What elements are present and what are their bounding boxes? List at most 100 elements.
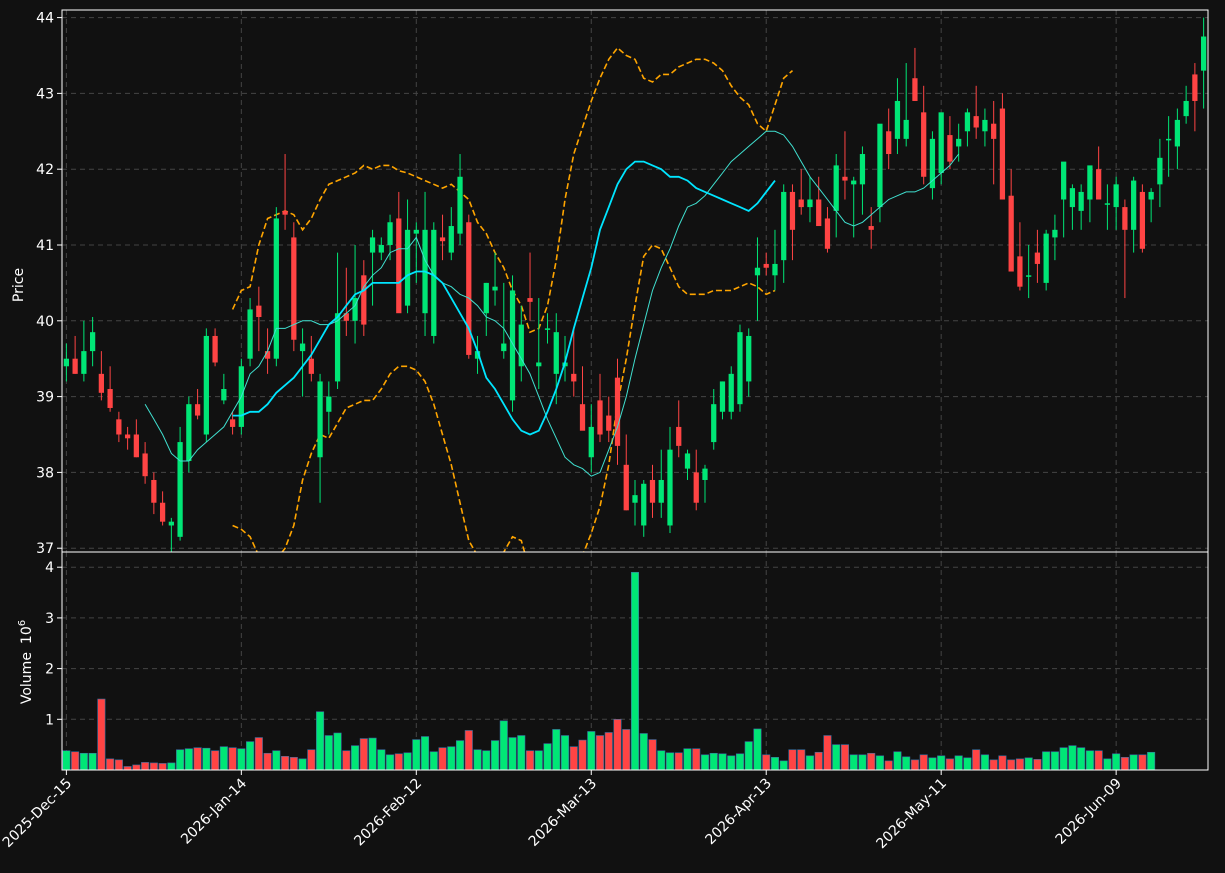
volume-bar xyxy=(919,754,928,771)
volume-bar xyxy=(867,752,876,771)
volume-tick-label: 3 xyxy=(45,611,54,627)
volume-bar xyxy=(805,755,814,771)
volume-bar xyxy=(97,698,106,771)
candle-body xyxy=(973,116,979,128)
candle-body xyxy=(466,222,472,355)
candle-body xyxy=(789,191,796,230)
volume-bar xyxy=(875,755,884,771)
candle-body xyxy=(413,229,419,234)
candle-body xyxy=(124,434,131,439)
volume-bar xyxy=(797,749,806,771)
volume-bar xyxy=(692,748,701,771)
candle-body xyxy=(317,381,323,458)
candle-body xyxy=(527,298,533,302)
candle-body xyxy=(649,479,656,503)
volume-bar xyxy=(281,756,290,771)
candle-body xyxy=(431,229,437,336)
volume-bar xyxy=(902,756,911,771)
volume-bar xyxy=(989,759,998,771)
candle-body xyxy=(693,472,699,503)
volume-bar xyxy=(526,750,535,771)
volume-tick-label: 1 xyxy=(45,712,54,728)
volume-bar xyxy=(307,749,316,771)
volume-bar xyxy=(499,720,508,771)
volume-bar xyxy=(604,732,613,771)
candle-body xyxy=(1148,191,1154,200)
volume-bar xyxy=(832,744,841,771)
candle-body xyxy=(886,131,892,155)
candle-body xyxy=(553,332,559,374)
candle-body xyxy=(711,404,717,443)
volume-bar xyxy=(429,751,438,771)
volume-bar xyxy=(211,750,220,771)
candle-body xyxy=(1078,191,1084,211)
volume-bar xyxy=(359,738,368,771)
candle-body xyxy=(89,332,96,352)
candle-body xyxy=(912,78,918,101)
candle-body xyxy=(1061,161,1067,200)
candle-body xyxy=(483,282,489,314)
candle-body xyxy=(264,351,271,359)
candle-body xyxy=(667,449,673,526)
volume-bar xyxy=(403,752,412,771)
volume-bar xyxy=(639,733,648,771)
volume-bar xyxy=(945,758,954,771)
candle-body xyxy=(326,396,332,412)
volume-bar xyxy=(770,757,779,771)
candle-body xyxy=(186,404,192,462)
volume-bar xyxy=(657,750,666,771)
candle-body xyxy=(291,237,297,340)
volume-bar xyxy=(351,745,360,771)
volume-bar xyxy=(980,754,989,771)
volume-bar xyxy=(184,748,193,771)
candle-body xyxy=(98,373,104,393)
candle-body xyxy=(457,176,463,234)
candle-body xyxy=(947,135,953,162)
price-tick-label: 40 xyxy=(36,314,54,330)
volume-bar xyxy=(158,763,167,771)
volume-bar xyxy=(1068,745,1077,771)
volume-bar xyxy=(246,741,255,771)
volume-tick-label: 2 xyxy=(45,662,54,678)
candle-body xyxy=(63,358,69,367)
candle-body xyxy=(142,453,148,477)
price-tick-label: 37 xyxy=(36,541,54,557)
volume-bar xyxy=(1050,751,1059,771)
candle-body xyxy=(256,305,262,318)
candle-body xyxy=(308,358,314,374)
volume-bar xyxy=(560,735,570,771)
lower-band-line xyxy=(232,244,776,552)
candle-body xyxy=(1166,138,1172,141)
candle-body xyxy=(1183,100,1189,117)
candle-body xyxy=(518,324,524,367)
candle-body xyxy=(588,426,594,458)
volume-bar xyxy=(1120,757,1129,771)
volume-bar xyxy=(613,719,622,771)
candle-body xyxy=(1096,169,1102,200)
volume-bar xyxy=(368,737,377,771)
candle-body xyxy=(544,328,551,330)
volume-bar xyxy=(1094,750,1103,771)
volume-bar xyxy=(71,751,80,771)
candle-body xyxy=(702,468,708,480)
candle-body xyxy=(299,343,306,352)
volume-scale-exponent: 6 xyxy=(17,620,28,626)
candle-body xyxy=(579,404,586,431)
volume-bar xyxy=(928,757,937,771)
volume-bar xyxy=(298,758,307,771)
candle-body xyxy=(221,389,227,401)
candle-body xyxy=(168,521,174,526)
candle-body xyxy=(151,479,157,503)
candle-body xyxy=(641,483,647,526)
volume-bar xyxy=(473,749,482,771)
volume-bar xyxy=(954,755,963,771)
volume-bar xyxy=(88,752,97,771)
volume-bar xyxy=(438,747,447,771)
volume-bar xyxy=(910,759,919,771)
ma-slow-line xyxy=(232,160,776,436)
volume-bar xyxy=(735,753,744,771)
candle-body xyxy=(571,373,577,382)
volume-bar xyxy=(578,739,587,771)
